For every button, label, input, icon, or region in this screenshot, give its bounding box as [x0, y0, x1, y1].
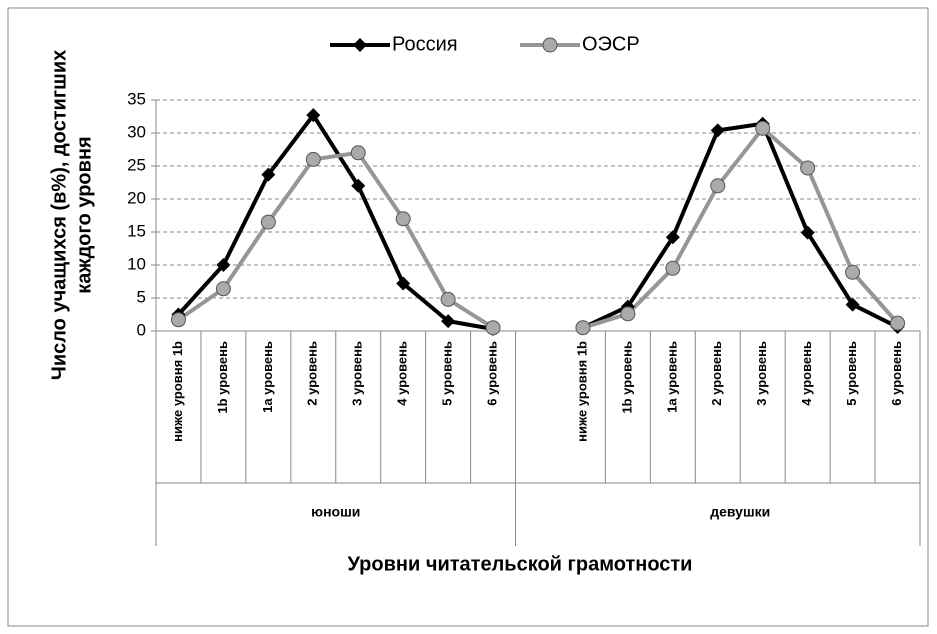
y-axis-title: Число учащихся (в%), достигших — [48, 50, 70, 380]
marker — [396, 276, 411, 291]
x-tick-label: 4 уровень — [799, 341, 814, 406]
group-label: девушки — [710, 504, 770, 520]
marker — [665, 260, 681, 276]
marker — [306, 108, 321, 123]
marker — [440, 291, 456, 307]
x-tick-label: 2 уровень — [709, 341, 724, 406]
y-tick-label: 20 — [127, 188, 146, 207]
x-tick-label: 2 уровень — [305, 341, 320, 406]
marker — [620, 306, 636, 322]
legend-marker — [542, 37, 558, 53]
y-tick-label: 35 — [127, 89, 146, 108]
x-tick-label: 5 уровень — [440, 341, 455, 406]
marker — [260, 214, 276, 230]
marker — [441, 314, 456, 329]
marker — [665, 230, 680, 245]
marker — [395, 211, 411, 227]
series-line — [177, 126, 900, 330]
marker — [800, 160, 816, 176]
y-tick-label: 0 — [137, 320, 146, 339]
marker — [305, 151, 321, 167]
x-tick-label: 4 уровень — [395, 341, 410, 406]
chart-frame — [7, 7, 929, 627]
x-tick-label: 3 уровень — [350, 341, 365, 406]
x-tick-label: 6 уровень — [889, 341, 904, 406]
y-tick-label: 30 — [127, 122, 146, 141]
marker — [710, 178, 726, 194]
marker — [216, 258, 231, 272]
x-tick-label: ниже уровня 1b — [170, 341, 185, 442]
marker — [215, 281, 231, 297]
marker — [170, 312, 186, 328]
marker — [350, 145, 366, 161]
marker — [261, 167, 276, 182]
x-tick-label: 1a уровень — [664, 341, 679, 413]
y-tick-label: 25 — [127, 155, 146, 174]
x-axis-title: Уровни читательской грамотности — [348, 553, 693, 575]
marker — [890, 315, 906, 331]
y-tick-label: 5 — [137, 287, 146, 306]
marker — [351, 178, 366, 193]
x-tick-label: 5 уровень — [844, 341, 859, 406]
x-tick-label: 1b уровень — [215, 341, 230, 414]
y-tick-label: 15 — [127, 221, 146, 240]
marker — [575, 320, 591, 336]
marker — [485, 320, 501, 336]
x-tick-label: 6 уровень — [484, 341, 499, 406]
x-tick-label: ниже уровня 1b — [574, 341, 589, 442]
y-axis-title: каждого уровня — [73, 136, 95, 293]
marker — [755, 120, 771, 136]
marker — [710, 123, 725, 138]
legend-label: Россия — [392, 33, 458, 55]
marker — [845, 264, 861, 280]
marker — [845, 297, 860, 312]
x-tick-label: 1b уровень — [619, 341, 634, 414]
y-tick-label: 10 — [127, 254, 146, 273]
marker — [800, 225, 815, 240]
legend-marker — [353, 38, 367, 52]
legend-label: ОЭСР — [582, 33, 640, 55]
series-line — [176, 113, 899, 331]
x-tick-label: 1a уровень — [260, 341, 275, 413]
x-tick-label: 3 уровень — [754, 341, 769, 406]
group-label: юноши — [311, 504, 360, 520]
